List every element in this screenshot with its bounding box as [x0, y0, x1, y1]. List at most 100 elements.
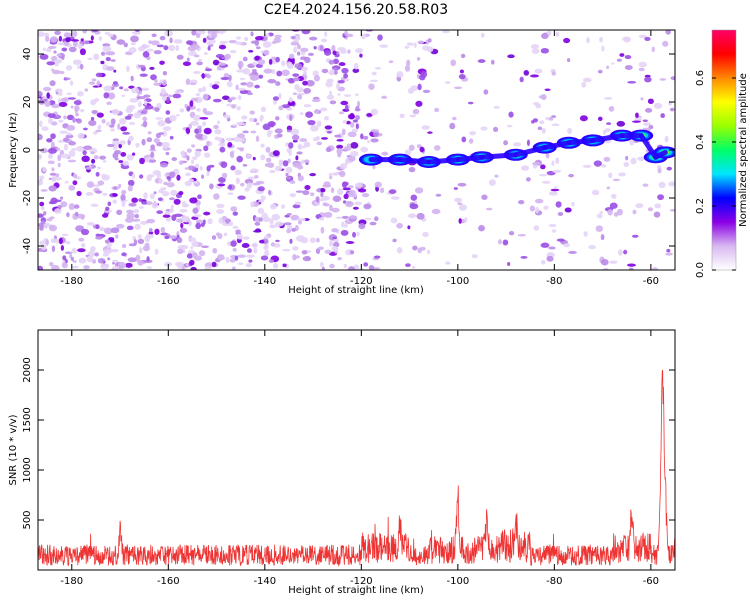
- noise-blob: [121, 189, 127, 195]
- noise-blob: [213, 81, 221, 85]
- noise-blob: [644, 74, 651, 78]
- noise-blob: [45, 47, 52, 53]
- noise-blob: [46, 61, 56, 66]
- noise-blob: [616, 208, 623, 216]
- noise-blob: [86, 221, 95, 226]
- noise-blob: [80, 215, 85, 220]
- snr-frame: [37, 329, 676, 571]
- noise-blob: [294, 63, 303, 69]
- noise-blob: [45, 35, 50, 42]
- noise-blob: [337, 93, 341, 96]
- noise-blob: [117, 262, 127, 269]
- noise-blob: [647, 98, 654, 105]
- noise-blob: [341, 67, 349, 74]
- noise-blob: [325, 147, 332, 153]
- colorbar-tick-label: 0.0: [695, 262, 706, 278]
- noise-blob: [170, 204, 174, 209]
- noise-blob: [593, 160, 602, 167]
- noise-blob: [58, 237, 63, 245]
- noise-blob: [295, 190, 304, 193]
- noise-blob: [135, 142, 140, 148]
- noise-blob: [78, 257, 87, 264]
- noise-blob: [195, 93, 201, 97]
- noise-blob: [98, 226, 106, 231]
- noise-blob: [112, 152, 119, 159]
- noise-blob: [270, 122, 275, 128]
- noise-blob: [523, 69, 530, 76]
- noise-blob: [313, 46, 317, 50]
- noise-blob: [257, 207, 265, 214]
- noise-blob: [204, 266, 212, 270]
- noise-blob: [265, 146, 271, 153]
- noise-blob: [349, 112, 355, 120]
- noise-blob: [670, 76, 675, 81]
- noise-blob: [351, 128, 358, 133]
- noise-blob: [624, 55, 632, 60]
- x-tick-label: -180: [60, 576, 83, 587]
- noise-blob: [278, 92, 282, 100]
- noise-blob: [54, 208, 62, 214]
- noise-blob: [38, 133, 43, 141]
- noise-blob: [604, 128, 611, 133]
- noise-blob: [169, 135, 174, 140]
- noise-blob: [258, 74, 264, 79]
- noise-blob: [557, 211, 564, 216]
- noise-blob: [59, 70, 65, 75]
- noise-blob: [315, 248, 321, 255]
- noise-blob: [252, 156, 256, 161]
- noise-blob: [302, 80, 308, 86]
- noise-blob: [477, 59, 486, 63]
- noise-blob: [94, 252, 99, 257]
- noise-blob: [336, 82, 340, 90]
- noise-blob: [104, 32, 111, 35]
- noise-blob: [506, 124, 513, 128]
- noise-blob: [203, 145, 209, 152]
- x-tick-label: -180: [60, 276, 83, 287]
- noise-blob: [162, 126, 172, 131]
- noise-blob: [325, 81, 333, 88]
- y-tick-label: 20: [22, 96, 33, 109]
- noise-blob: [146, 266, 153, 269]
- noise-blob: [276, 133, 283, 138]
- noise-blob: [359, 53, 363, 58]
- noise-blob: [76, 145, 85, 152]
- noise-blob: [211, 261, 217, 268]
- noise-blob: [618, 172, 626, 177]
- noise-blob: [218, 44, 227, 50]
- noise-blob: [254, 77, 260, 80]
- noise-blob: [105, 51, 115, 56]
- noise-blob: [103, 227, 113, 235]
- noise-blob: [334, 54, 340, 58]
- noise-blob: [213, 124, 219, 130]
- noise-blob: [142, 107, 148, 115]
- noise-blob: [422, 231, 429, 238]
- noise-blob: [606, 186, 611, 190]
- noise-blob: [119, 86, 124, 90]
- noise-blob: [234, 169, 243, 176]
- noise-blob: [177, 263, 183, 269]
- noise-blob: [77, 91, 84, 97]
- noise-blob: [288, 142, 294, 149]
- noise-blob: [323, 211, 333, 218]
- noise-blob: [100, 51, 106, 56]
- noise-blob: [103, 92, 110, 99]
- noise-blob: [541, 180, 551, 184]
- noise-blob: [38, 179, 43, 186]
- noise-blob: [79, 48, 86, 56]
- noise-blob: [263, 68, 273, 74]
- noise-blob: [444, 81, 451, 84]
- spectrogram-x-label: Height of straight line (km): [288, 285, 424, 296]
- noise-blob: [90, 116, 95, 121]
- noise-blob: [480, 126, 488, 131]
- noise-blob: [258, 199, 265, 203]
- noise-blob: [326, 131, 333, 134]
- noise-blob: [458, 204, 467, 211]
- noise-blob: [131, 218, 141, 222]
- noise-blob: [660, 113, 665, 119]
- noise-blob: [57, 154, 62, 162]
- noise-blob: [69, 252, 73, 259]
- noise-blob: [51, 264, 60, 270]
- noise-blob: [568, 173, 574, 178]
- noise-blob: [251, 169, 255, 174]
- noise-blob: [60, 245, 65, 251]
